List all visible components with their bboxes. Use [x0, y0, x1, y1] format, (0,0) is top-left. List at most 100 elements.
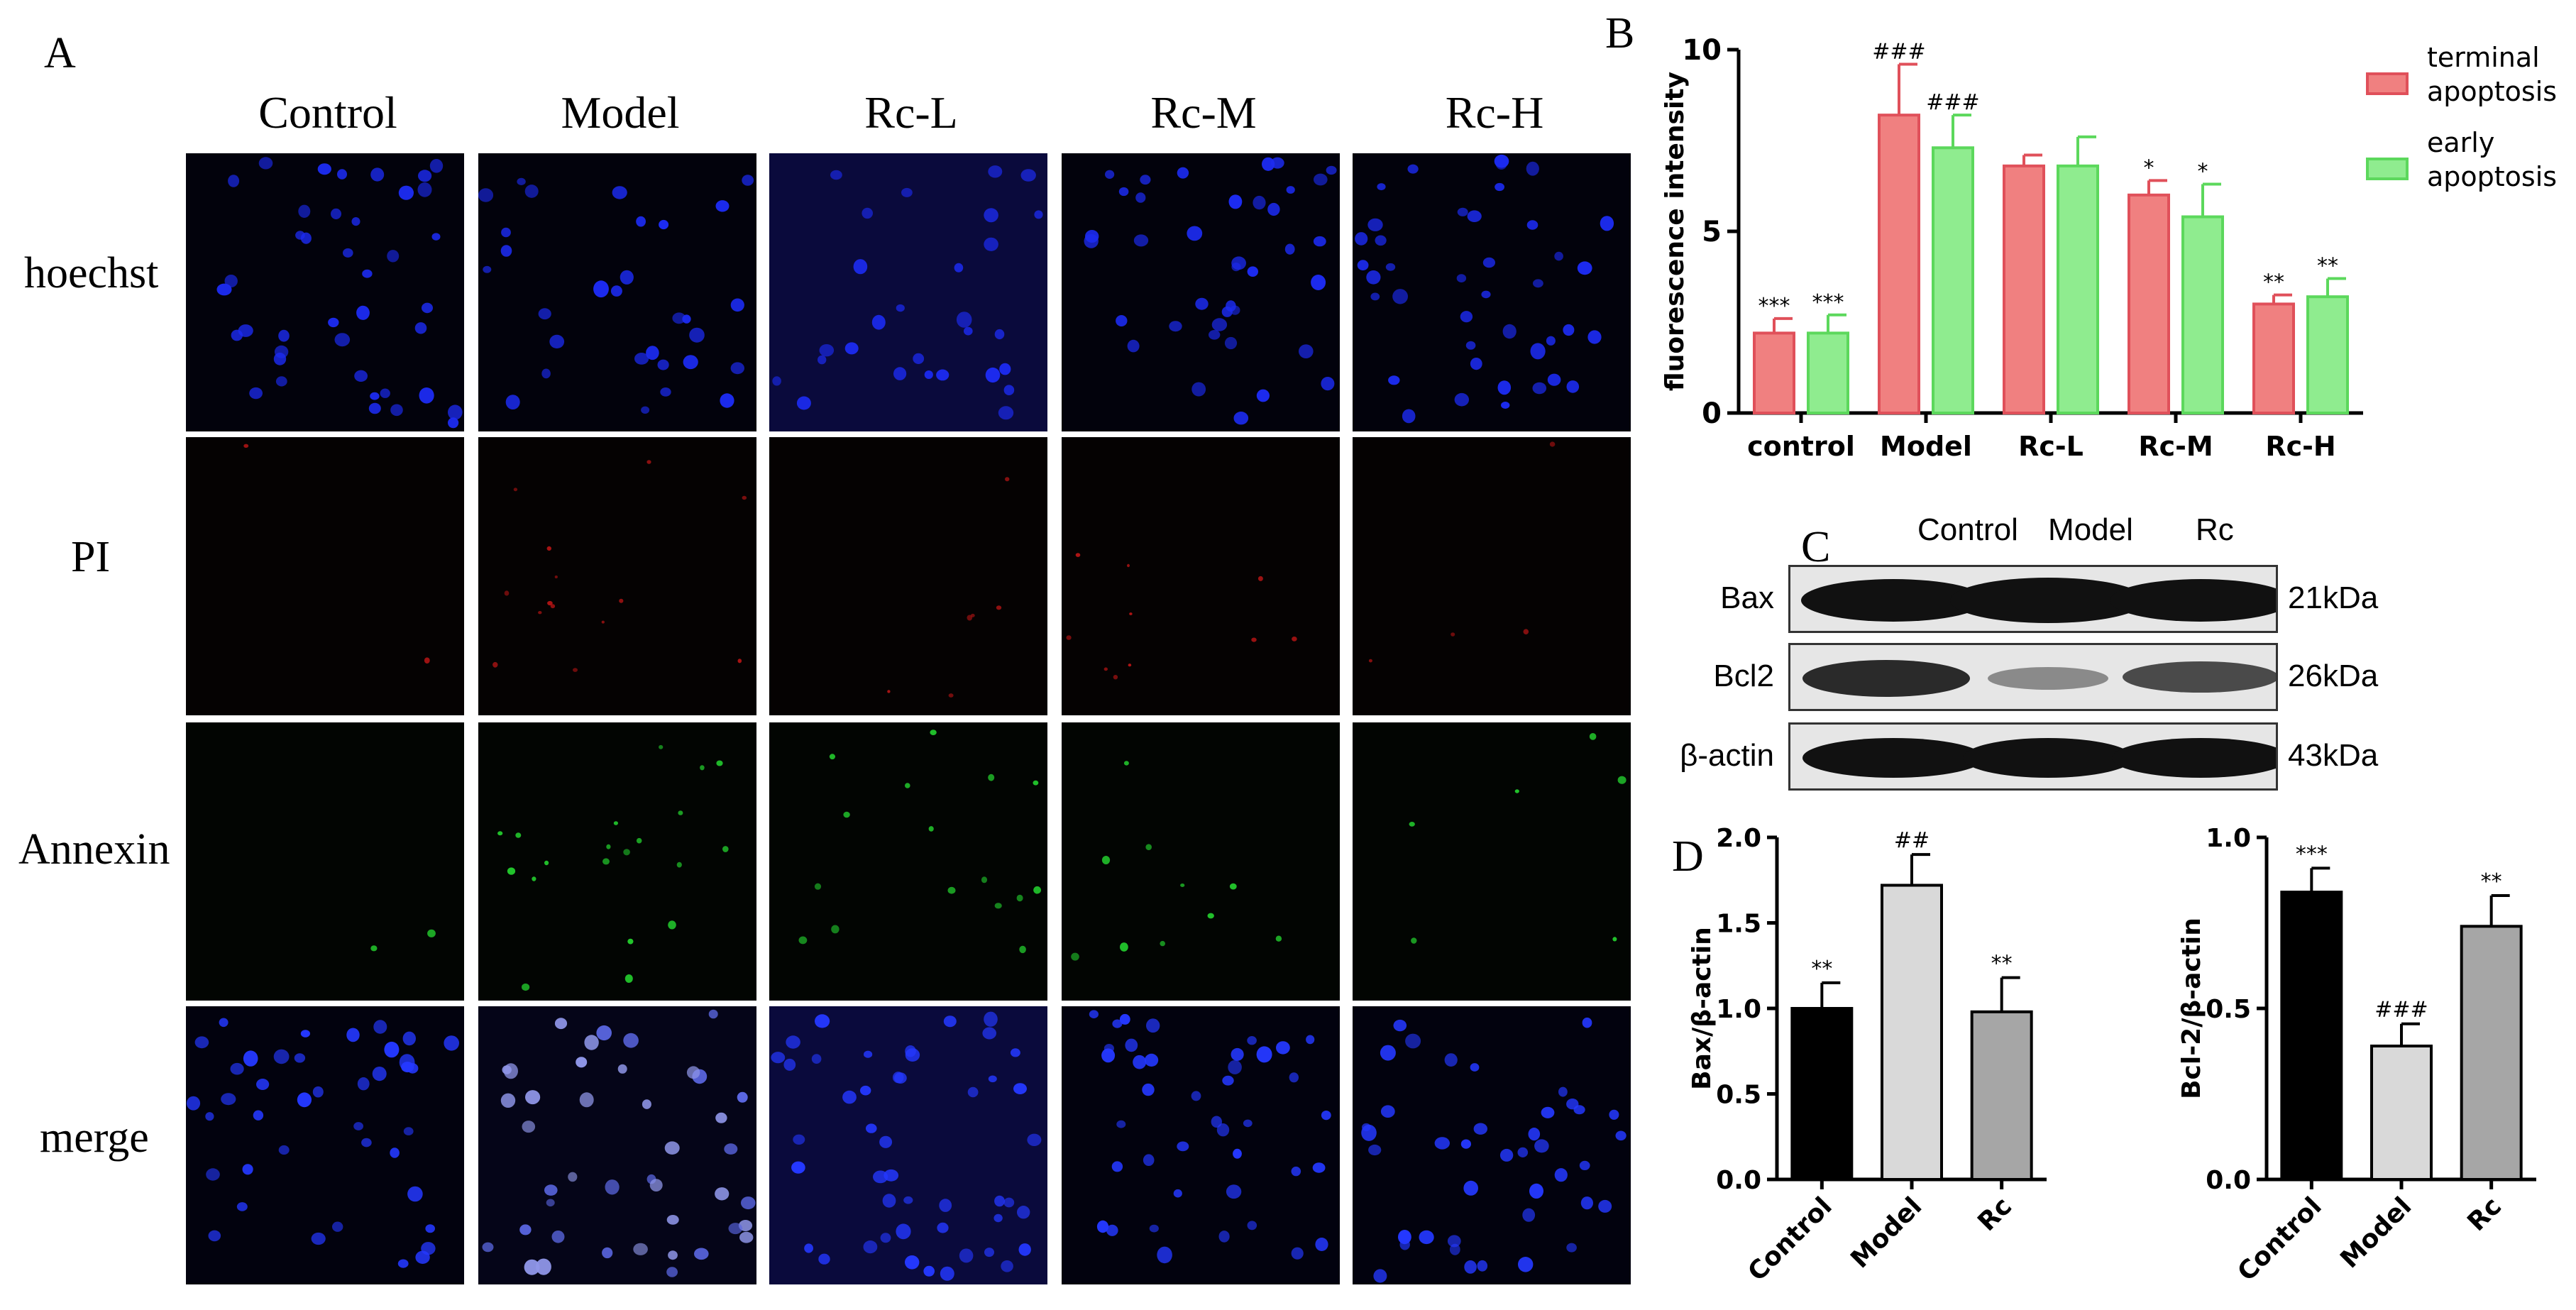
blot-label-bax: Bax — [1720, 580, 1774, 615]
legend-label: terminal — [2427, 42, 2540, 73]
micrograph-hoechst-model — [478, 153, 756, 431]
bar — [2128, 193, 2170, 415]
blot-bands-bax — [1801, 578, 2291, 623]
column-header-rc-h: Rc-H — [1445, 87, 1544, 138]
bar — [1753, 331, 1795, 414]
bar — [1881, 884, 1943, 1181]
y-tick-label: 2.0 — [1716, 824, 1761, 853]
column-header-rc-l: Rc-L — [864, 87, 958, 138]
column-header-control: Control — [258, 87, 397, 138]
legend-swatch — [2366, 158, 2409, 180]
x-tick-label: Model — [1880, 431, 1972, 462]
bar — [2181, 215, 2224, 414]
micrograph-annexin-control — [186, 722, 464, 1001]
y-tick-label: 1.0 — [1716, 995, 1761, 1024]
bar — [2460, 925, 2523, 1181]
y-axis-title: Bax/β-actin — [1689, 927, 1717, 1090]
panel-label-c: C — [1801, 523, 1831, 571]
blot-bands-beta-actin — [1802, 738, 2289, 778]
legend-swatch — [2366, 72, 2409, 95]
row-header-pi: PI — [71, 533, 111, 581]
x-tick-label: control — [1747, 431, 1855, 462]
micrograph-pi-control — [186, 437, 464, 715]
blot-strip-bax — [1788, 565, 2291, 633]
significance-label: *** — [1758, 294, 1790, 319]
column-header-rc-m: Rc-M — [1150, 87, 1257, 138]
y-tick-label: 0.5 — [2206, 995, 2251, 1024]
bar — [1790, 1007, 1854, 1181]
blot-kda-bax: 21kDa — [2288, 580, 2379, 615]
bar — [1878, 114, 1920, 414]
micrograph-hoechst-control — [186, 153, 464, 431]
y-tick-label: 0.5 — [1716, 1081, 1761, 1110]
significance-label: ** — [2317, 254, 2338, 279]
y-tick-label: 0.0 — [2206, 1166, 2251, 1195]
significance-label: ** — [1991, 952, 2013, 976]
blot-lane-rc: Rc — [2196, 512, 2234, 547]
micrograph-merge-rc-l — [769, 1006, 1047, 1284]
micrograph-hoechst-rc-l — [769, 153, 1047, 431]
x-tick-label: Rc — [2462, 1191, 2507, 1237]
bar — [2280, 891, 2343, 1182]
y-tick-label: 0.0 — [1716, 1166, 1761, 1195]
micrograph-hoechst-rc-h — [1353, 153, 1631, 431]
x-tick-label: Model — [2335, 1191, 2417, 1274]
legend-label: apoptosis — [2427, 76, 2557, 107]
bar — [2252, 302, 2295, 414]
significance-label: ### — [1872, 39, 1925, 64]
panel-label-a: A — [44, 29, 76, 77]
y-tick-label: 10 — [1682, 34, 1722, 67]
blot-bands-bcl2 — [1802, 660, 2279, 697]
x-tick-label: Rc-M — [2138, 431, 2213, 462]
x-tick-label: Rc-H — [2265, 431, 2335, 462]
micrograph-merge-control — [186, 1006, 464, 1284]
blot-strip-beta-actin — [1788, 722, 2289, 791]
bar — [1932, 146, 1974, 415]
micrograph-annexin-rc-h — [1353, 722, 1631, 1001]
blot-lane-control: Control — [1917, 512, 2018, 547]
significance-label: *** — [2296, 842, 2328, 866]
significance-label: ** — [2481, 869, 2502, 894]
y-tick-label: 1.5 — [1716, 910, 1761, 939]
x-tick-label: Model — [1845, 1191, 1927, 1274]
bar — [2003, 164, 2045, 414]
micrograph-merge-model — [478, 1006, 756, 1284]
significance-label: ## — [1894, 828, 1930, 853]
blot-label-bcl2: Bcl2 — [1713, 659, 1774, 693]
significance-label: * — [2144, 155, 2154, 180]
legend-label: apoptosis — [2427, 161, 2557, 192]
y-tick-label: 0 — [1702, 397, 1722, 430]
x-tick-label: Rc — [1972, 1191, 2018, 1237]
blot-strip-bcl2 — [1788, 643, 2279, 711]
panel-label-b: B — [1605, 9, 1635, 57]
x-tick-label: Control — [1742, 1191, 1837, 1287]
bar — [1970, 1010, 2033, 1181]
x-tick-label: Rc-L — [2018, 431, 2084, 462]
micrograph-annexin-rc-m — [1062, 722, 1340, 1001]
bax-bar-chart: 0.0 0.5 1.0 1.5 2.0 Bax/β-actin ** Control ## Mod… — [1689, 824, 2047, 1287]
panel-label-d: D — [1672, 832, 1704, 881]
y-axis-title: Bcl-2/β-actin — [2179, 918, 2206, 1099]
micrograph-pi-model — [478, 437, 756, 715]
y-axis-title: fluorescence intensity — [1661, 72, 1690, 391]
row-header-hoechst: hoechst — [24, 249, 159, 297]
micrograph-merge-rc-h — [1353, 1006, 1631, 1284]
bar — [2370, 1045, 2433, 1181]
significance-label: ** — [1811, 957, 1832, 981]
column-header-model: Model — [561, 87, 680, 138]
bar — [1807, 331, 1849, 414]
y-tick-label: 5 — [1702, 216, 1722, 248]
blot-kda-beta-actin: 43kDa — [2288, 738, 2379, 773]
x-tick-label: Control — [2232, 1191, 2327, 1287]
significance-label: ### — [2374, 998, 2428, 1023]
y-tick-label: 1.0 — [2206, 824, 2251, 853]
significance-label: ### — [1926, 90, 1979, 115]
micrograph-annexin-model — [478, 722, 756, 1001]
micrograph-pi-rc-l — [769, 437, 1047, 715]
micrograph-pi-rc-m — [1062, 437, 1340, 715]
row-header-merge: merge — [40, 1113, 149, 1162]
row-header-annexin: Annexin — [18, 825, 170, 874]
micrograph-annexin-rc-l — [769, 722, 1047, 1001]
micrograph-merge-rc-m — [1062, 1006, 1340, 1284]
